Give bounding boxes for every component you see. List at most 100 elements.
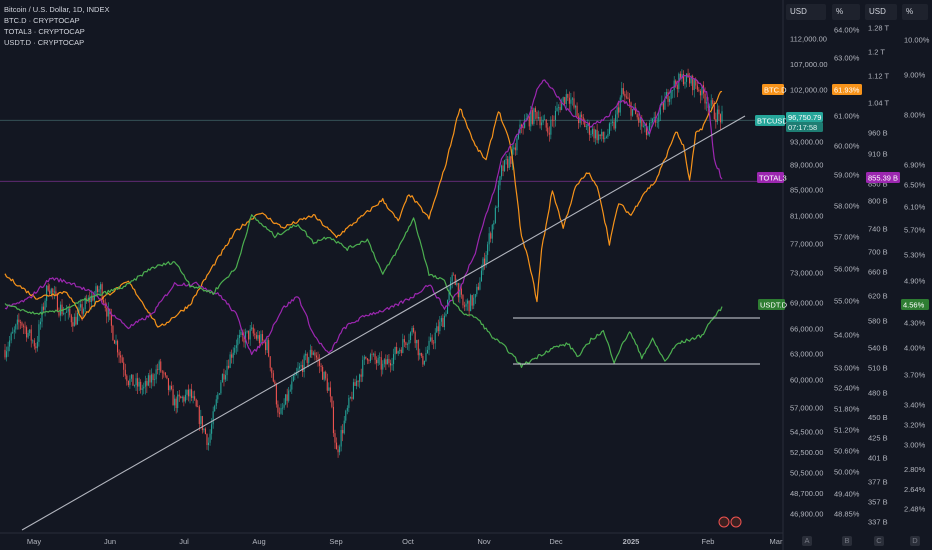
candle-body: [203, 428, 205, 431]
candle-body: [343, 420, 345, 434]
btcusd-candle: [64, 312, 66, 321]
legend-total3[interactable]: TOTAL3 · CRYPTOCAP: [4, 27, 85, 36]
btcusd-candle: [258, 331, 260, 348]
candle-body: [550, 119, 552, 135]
btcusd-candle: [534, 106, 536, 120]
event-marker-icon: [718, 516, 730, 528]
candle-body: [385, 359, 387, 365]
total3-axis-tick: 740 B: [868, 225, 888, 234]
axis-header-pct-1[interactable]: %: [832, 4, 860, 20]
candle-body: [19, 322, 21, 323]
btcusd-candle: [12, 327, 14, 334]
legend-usdt-d[interactable]: USDT.D · CRYPTOCAP: [4, 38, 85, 47]
candle-body: [721, 111, 723, 123]
btcusd-candle: [502, 160, 504, 177]
candle-body: [380, 357, 382, 370]
btcusd-candle: [362, 355, 364, 382]
time-axis-label: Feb: [702, 537, 715, 546]
btc-d-axis-tick: 50.00%: [834, 468, 860, 477]
candle-body: [453, 274, 455, 276]
candle-body: [149, 375, 151, 383]
candle-body: [130, 374, 132, 379]
legend-btcusd[interactable]: Bitcoin / U.S. Dollar, 1D, INDEX: [4, 5, 110, 14]
candle-body: [49, 290, 51, 294]
btcusd-candle: [565, 89, 567, 111]
btcusd-candle: [618, 101, 620, 118]
candle-body: [544, 119, 546, 121]
candle-body: [536, 112, 538, 119]
candle-body: [679, 73, 681, 79]
btc-d-axis-tick: 60.00%: [834, 142, 860, 151]
candle-body: [504, 159, 506, 172]
btcusd-candle: [650, 117, 652, 128]
btcusd-candle: [399, 347, 401, 355]
time-axis: May Jun Jul Aug Sep Oct Nov Dec 2025 Feb Mar: [0, 532, 783, 546]
btcusd-candle: [579, 112, 581, 128]
candle-body: [647, 130, 649, 136]
candle-body: [533, 108, 535, 124]
btcusd-candle: [456, 278, 458, 287]
candle-body: [115, 340, 117, 344]
axis-header-usd-1[interactable]: USD: [786, 4, 826, 20]
btcusd-candle: [24, 321, 26, 335]
candle-body: [371, 354, 373, 355]
btcusd-candle: [417, 339, 419, 361]
axis-footer-b[interactable]: B: [842, 536, 852, 546]
axis-footer-c[interactable]: C: [874, 536, 884, 546]
candle-body: [610, 122, 612, 124]
candle-body: [257, 335, 259, 339]
candle-body: [628, 98, 631, 103]
usd-axis-tick: 73,000.00: [790, 269, 823, 278]
usd-axis-tick: 54,500.00: [790, 428, 823, 437]
btcusd-candle: [157, 363, 159, 375]
axis-footer-a[interactable]: A: [802, 536, 812, 546]
btcusd-candle: [462, 294, 464, 309]
legend-btc-d[interactable]: BTC.D · CRYPTOCAP: [4, 16, 80, 25]
candle-body: [450, 281, 452, 290]
axis-footer-d[interactable]: D: [910, 536, 920, 546]
btcusd-candle: [504, 159, 506, 173]
candle-body: [92, 295, 94, 301]
candle-body: [604, 137, 606, 140]
candle-body: [66, 311, 68, 313]
candle-body: [641, 118, 643, 127]
btcusd-candle: [682, 70, 684, 86]
candle-body: [300, 365, 302, 367]
candle-body: [595, 129, 597, 139]
candle-body: [207, 442, 210, 446]
candle-body: [55, 291, 57, 295]
btcusd-candle: [300, 361, 302, 370]
btcusd-candle: [214, 404, 216, 412]
usdt-d-axis-tick: 3.00%: [904, 441, 926, 450]
btcusd-candle: [133, 384, 136, 388]
usd-axis-tick: 85,000.00: [790, 186, 823, 195]
candle-body: [413, 327, 415, 332]
usdt-d-axis-tick: 8.00%: [904, 111, 926, 120]
btcusd-candle: [252, 324, 254, 337]
candle-body: [160, 361, 162, 372]
candle-body: [140, 381, 142, 390]
candle-body: [487, 244, 489, 256]
axis-header-pct-2[interactable]: %: [902, 4, 928, 20]
btcusd-candle: [425, 346, 427, 363]
btcusd-candle: [716, 103, 718, 125]
btcusd-candle: [283, 398, 285, 410]
time-axis-label: Dec: [549, 537, 563, 546]
candle-body: [588, 122, 590, 135]
axis-header-usd-2[interactable]: USD: [865, 4, 897, 20]
btcusd-candle: [155, 364, 157, 384]
btcusd-candle: [721, 105, 723, 124]
candle-body: [488, 233, 490, 245]
btcusd-candle: [451, 272, 453, 289]
candle-body: [357, 380, 359, 382]
btcusd-candle: [561, 98, 563, 111]
btcusd-candle: [706, 96, 708, 112]
candle-body: [500, 165, 503, 177]
btcusd-candle: [285, 394, 287, 406]
btcusd-candle: [608, 122, 610, 136]
btcusd-candle: [621, 81, 623, 103]
btcusd-candle: [306, 352, 308, 367]
btcusd-candle: [581, 111, 583, 125]
total3-label-tag: TOTAL3: [757, 172, 787, 183]
